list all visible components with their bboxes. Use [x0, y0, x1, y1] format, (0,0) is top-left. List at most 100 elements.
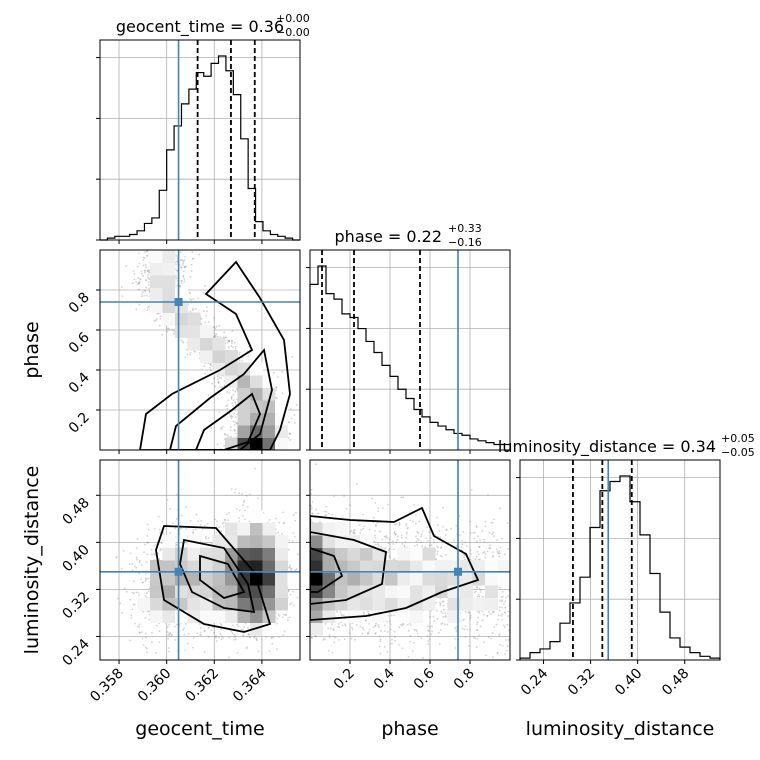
- sample-point: [290, 602, 293, 604]
- sample-point: [219, 632, 222, 635]
- density-cell: [175, 325, 188, 338]
- sample-point: [183, 633, 186, 636]
- sample-point: [159, 317, 162, 320]
- sample-point: [223, 518, 226, 521]
- sample-point: [140, 578, 142, 581]
- sample-point: [234, 488, 237, 491]
- tick-label-y: 0.2: [66, 410, 93, 437]
- sample-point: [289, 439, 292, 441]
- sample-point: [166, 631, 169, 634]
- sample-point: [147, 271, 150, 273]
- sample-point: [180, 279, 183, 282]
- sample-point: [150, 548, 153, 551]
- sample-point: [194, 307, 197, 310]
- sample-point: [146, 309, 149, 312]
- sample-point: [136, 558, 138, 561]
- sample-point: [238, 492, 240, 495]
- contour-line: [169, 347, 273, 450]
- sample-point: [146, 541, 149, 544]
- sample-point: [161, 548, 163, 551]
- sample-point: [196, 297, 199, 300]
- sample-point: [158, 324, 161, 327]
- density-cell: [262, 425, 276, 438]
- sample-point: [192, 532, 195, 535]
- sample-point: [291, 540, 294, 543]
- sample-point: [207, 536, 210, 539]
- sample-point: [246, 506, 249, 508]
- sample-point: [182, 270, 185, 273]
- sample-point: [180, 266, 183, 268]
- sample-point: [203, 651, 206, 653]
- sample-point: [144, 269, 146, 272]
- sample-point: [146, 306, 149, 309]
- sample-point: [176, 269, 178, 272]
- sample-point: [233, 638, 235, 641]
- density-cell: [237, 362, 251, 376]
- sample-point: [190, 298, 193, 301]
- sample-point: [241, 454, 243, 456]
- sample-point: [169, 632, 172, 635]
- sample-point: [169, 247, 171, 249]
- sample-point: [190, 263, 193, 266]
- sample-point: [303, 540, 305, 542]
- sample-point: [174, 638, 177, 641]
- sample-point: [249, 636, 251, 638]
- sample-point: [282, 634, 285, 636]
- sample-point: [219, 386, 221, 389]
- sample-point: [293, 422, 296, 424]
- sample-point: [199, 623, 201, 626]
- sample-point: [203, 285, 206, 288]
- sample-point: [146, 535, 149, 537]
- tick-label-x: 0.24: [518, 665, 551, 698]
- sample-point: [192, 309, 194, 312]
- sample-point: [235, 422, 238, 425]
- sample-point: [267, 451, 269, 453]
- sample-point: [289, 603, 292, 606]
- sample-point: [219, 622, 222, 625]
- sample-point: [143, 271, 146, 274]
- sample-point: [116, 597, 119, 600]
- density-cell: [200, 350, 213, 363]
- sample-point: [138, 282, 140, 285]
- sample-point: [230, 396, 233, 399]
- sample-point: [139, 277, 142, 280]
- sample-point: [235, 508, 238, 510]
- sample-point: [225, 336, 228, 339]
- sample-point: [223, 331, 226, 334]
- sample-point: [146, 523, 149, 526]
- sample-point: [230, 417, 233, 420]
- sample-point: [198, 253, 201, 256]
- sample-point: [146, 553, 149, 556]
- sample-point: [190, 270, 193, 272]
- sample-point: [189, 275, 192, 278]
- sample-point: [220, 376, 223, 379]
- sample-point: [138, 281, 141, 283]
- sample-point: [140, 270, 143, 273]
- sample-point: [236, 623, 238, 626]
- sample-point: [234, 635, 237, 637]
- sample-point: [148, 278, 151, 280]
- sample-point: [228, 340, 230, 342]
- hist-panel-geocent_time: [96, 39, 301, 244]
- sample-point: [138, 572, 141, 575]
- sample-point: [203, 365, 206, 367]
- sample-point: [213, 317, 216, 319]
- sample-point: [147, 590, 150, 593]
- sample-point: [140, 295, 143, 298]
- sample-point: [128, 639, 131, 642]
- sample-point: [227, 346, 230, 348]
- sample-point: [204, 321, 207, 324]
- sample-point: [222, 525, 225, 528]
- density-cell: [250, 375, 263, 388]
- sample-point: [189, 298, 191, 300]
- sample-point: [191, 646, 194, 649]
- sample-point: [138, 631, 141, 634]
- sample-point: [160, 542, 163, 544]
- sample-point: [199, 633, 202, 636]
- sample-point: [132, 580, 135, 583]
- sample-point: [143, 269, 146, 272]
- sample-point: [241, 360, 244, 363]
- ylabel-phase: phase: [21, 321, 43, 378]
- sample-point: [226, 434, 228, 436]
- sample-point: [214, 335, 217, 338]
